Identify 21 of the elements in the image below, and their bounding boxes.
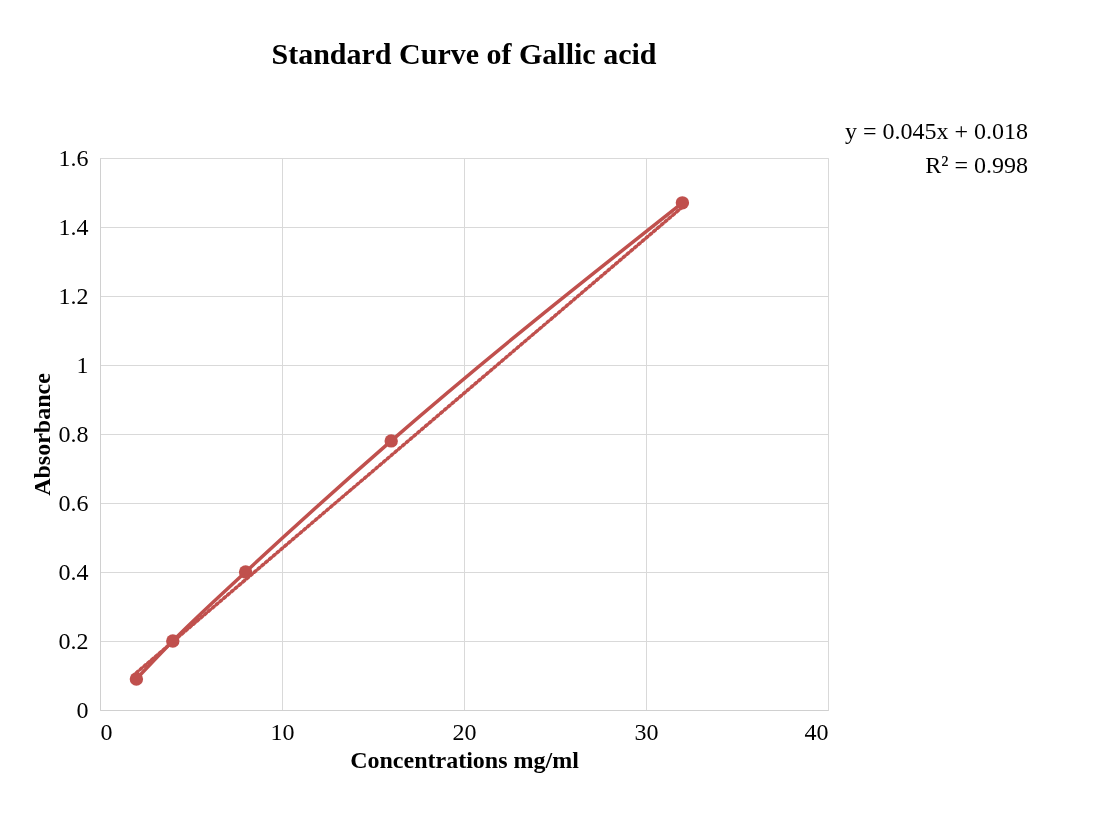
x-tick-label: 40	[804, 718, 829, 745]
text: R² = 0.998	[925, 152, 1028, 178]
y-tick-label: 1	[76, 351, 89, 378]
chart-title: Standard Curve of Gallic acid	[271, 37, 657, 70]
x-tick-label: 20	[452, 718, 477, 745]
x-tick-label: 10	[270, 718, 295, 745]
point	[129, 672, 144, 686]
y-tick-label: 0.2	[58, 627, 89, 654]
y-tick-label: 1.4	[58, 213, 89, 240]
y-tick-label: 1.2	[58, 282, 89, 309]
x-tick-label: 0	[100, 718, 113, 745]
text: y = 0.045x + 0.018	[844, 118, 1028, 144]
y-axis-title: Absorbance	[28, 372, 55, 496]
y-tick-label: 0.4	[58, 558, 89, 585]
point	[384, 434, 398, 448]
y-tick-label: 1.6	[58, 144, 89, 171]
y-tick-label: 0.8	[58, 420, 89, 447]
x-tick-label: 30	[634, 718, 659, 745]
x-axis-title: Concentrations mg/ml	[350, 746, 580, 773]
y-tick-label: 0.6	[58, 489, 89, 516]
y-tick-label: 0	[76, 696, 89, 723]
